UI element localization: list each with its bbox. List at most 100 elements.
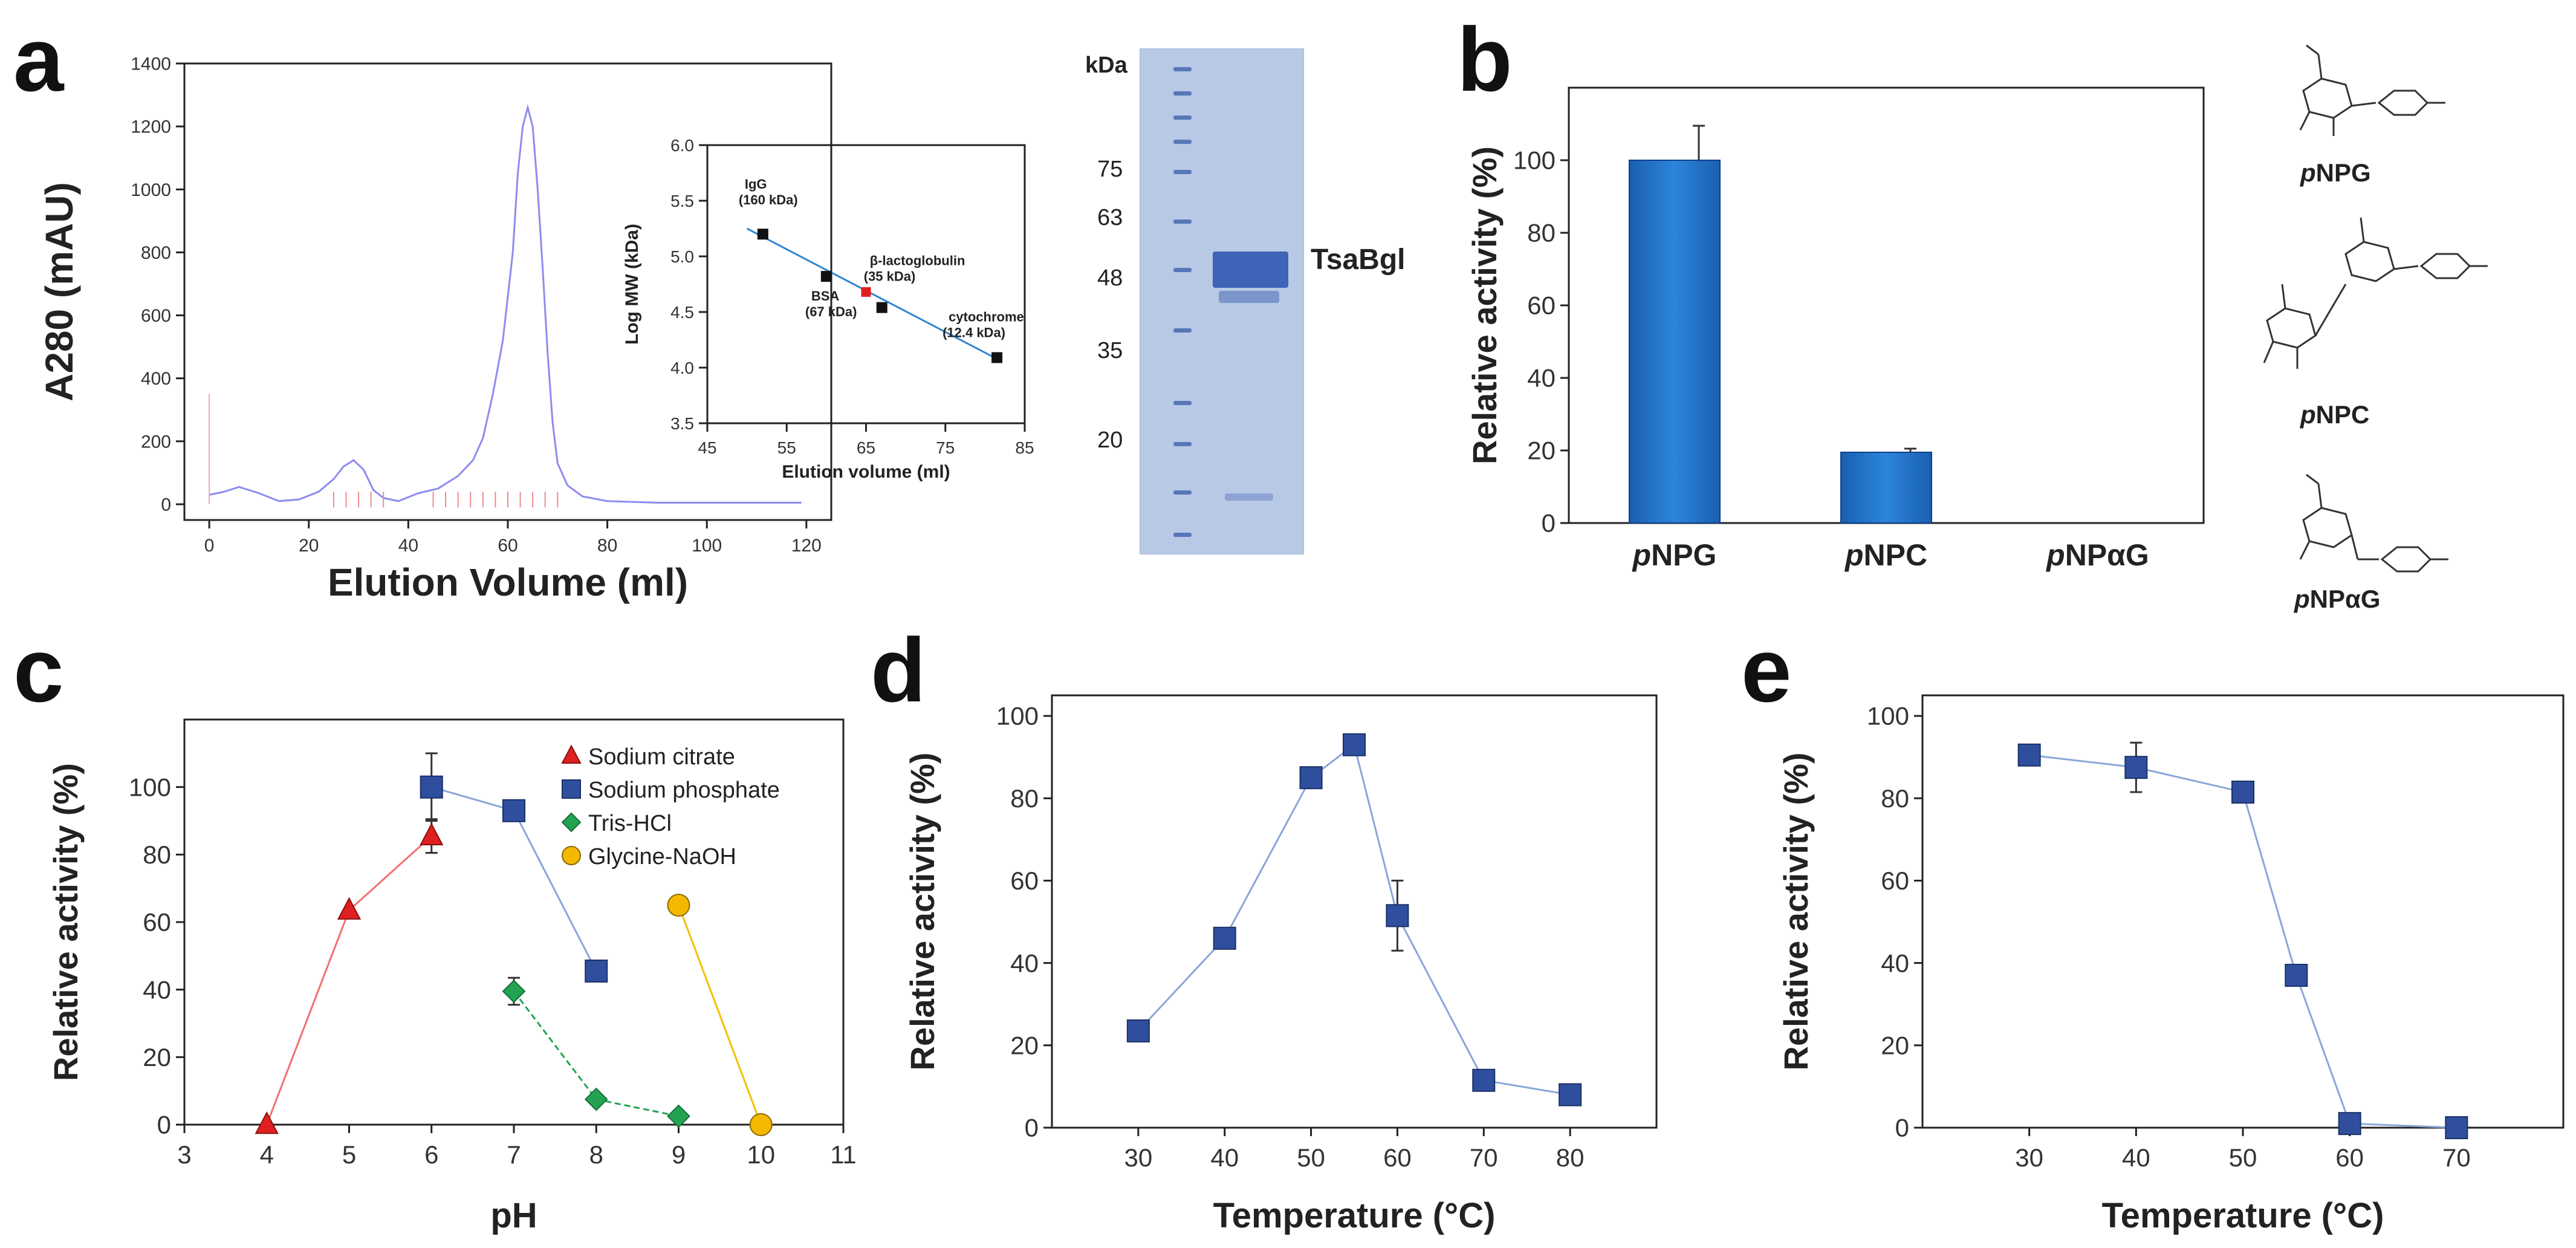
thermostability-chart-data-point [2338, 1112, 2361, 1136]
calibration-standard-sublabel: (12.4 kDa) [942, 325, 1005, 340]
thermostability-chart-x-tick-label: 70 [2442, 1143, 2471, 1172]
ph-chart-x-tick-label: 11 [830, 1140, 857, 1169]
temperature-optimum-chart-data-point [1126, 1019, 1150, 1042]
ph-chart-y-tick-label: 80 [143, 840, 171, 869]
ph-chart-y-label: Relative activity (%) [47, 763, 85, 1081]
calibration-standard-sublabel: (67 kDa) [805, 304, 857, 319]
chromatogram-y-tick-label: 400 [141, 369, 171, 389]
ladder-band [1173, 91, 1192, 96]
chromatogram-y-tick-label: 200 [141, 432, 171, 452]
thermostability-chart-data-point [2285, 964, 2308, 987]
temperature-optimum-chart-series-line [1137, 743, 1571, 1096]
temperature-optimum-chart-y-tick-label: 80 [1010, 784, 1039, 813]
substrate-bar [1629, 160, 1721, 524]
ladder-band [1173, 268, 1192, 272]
ph-chart-data-point [502, 980, 526, 1003]
ph-chart-y-tick-label: 20 [143, 1043, 171, 1071]
temperature-optimum-chart-x-tick-label: 70 [1470, 1143, 1498, 1172]
calibration-x-tick-label: 75 [936, 438, 955, 457]
gel-marker-20: 20 [1097, 427, 1123, 453]
calibration-standard-sublabel: (160 kDa) [739, 192, 798, 207]
thermostability-chart-y-tick-label: 80 [1881, 784, 1909, 813]
substrate-chart-y-tick-label: 0 [1542, 509, 1556, 538]
calibration-y-tick-label: 6.0 [670, 136, 694, 155]
glucoside-structure-icon [2299, 44, 2445, 136]
calibration-standard-label: IgG [745, 177, 767, 192]
calibration-standard-point [876, 302, 887, 313]
thermostability-chart-y-label: Relative activity (%) [1777, 753, 1815, 1071]
structure-label-pnpag: pNPαG [2294, 585, 2381, 613]
temperature-optimum-chart-x-tick-label: 80 [1556, 1143, 1585, 1172]
chromatogram-y-tick-label: 0 [161, 495, 171, 515]
chromatogram-y-label: A280 (mAU) [37, 182, 81, 401]
thermostability-chart-x-tick-label: 30 [2015, 1143, 2043, 1172]
temperature-optimum-chart-x-tick-label: 50 [1297, 1143, 1325, 1172]
thermostability-chart-data-point [2124, 756, 2148, 779]
calibration-y-tick-label: 5.0 [670, 247, 694, 266]
protein-band-smear [1219, 291, 1279, 303]
protein-band-minor [1225, 493, 1273, 501]
ph-chart-x-tick-label: 5 [342, 1140, 356, 1169]
thermostability-chart-x-tick-label: 40 [2122, 1143, 2150, 1172]
ph-chart-data-point [420, 822, 444, 846]
thermostability-chart-data-point [2445, 1116, 2468, 1139]
calibration-x-tick-label: 65 [857, 438, 875, 457]
gel-unit-label: kDa [1085, 53, 1128, 78]
chromatogram-x-tick-label: 0 [204, 536, 215, 556]
structure-label-pnpg: pNPG [2300, 158, 2371, 187]
ladder-band [1173, 67, 1192, 71]
calibration-x-tick-label: 55 [777, 438, 796, 457]
calibration-x-tick-label: 85 [1015, 438, 1034, 457]
ph-chart-x-tick-label: 3 [177, 1140, 191, 1169]
ph-chart-x-tick-label: 9 [672, 1140, 686, 1169]
temperature-optimum-chart-data-point [1472, 1068, 1496, 1092]
ph-chart-x-tick-label: 10 [747, 1140, 775, 1169]
ladder-band [1173, 170, 1192, 174]
substrate-y-label: Relative activity (%) [1465, 146, 1504, 464]
temperature-optimum-chart-x-tick-label: 60 [1383, 1143, 1412, 1172]
substrate-category-label: pNPG [1632, 538, 1717, 572]
temperature-optimum-chart-x-label: Temperature (°C) [1213, 1196, 1496, 1235]
ph-chart-data-point [420, 775, 443, 799]
substrate-chart-y-tick-label: 100 [1513, 146, 1556, 175]
calibration-y-tick-label: 5.5 [670, 192, 694, 210]
calibration-y-tick-label: 4.5 [670, 303, 694, 322]
temperature-optimum-chart-data-point [1213, 926, 1236, 950]
chromatogram-x-tick-label: 120 [791, 536, 822, 556]
ladder-band [1173, 115, 1192, 120]
ph-chart-y-tick-label: 40 [143, 975, 171, 1004]
temperature-optimum-chart-y-tick-label: 40 [1010, 949, 1039, 977]
ph-chart-x-tick-label: 6 [424, 1140, 438, 1169]
ladder-band [1173, 533, 1192, 537]
calibration-standard-label: β-lactoglobulin [870, 253, 965, 268]
chromatogram-x-tick-label: 80 [597, 536, 617, 556]
temperature-optimum-chart-x-tick-label: 30 [1124, 1143, 1152, 1172]
thermostability-chart-data-point [2231, 781, 2254, 804]
substrate-chart-y-tick-label: 80 [1527, 219, 1556, 247]
panel-letter-c: c [13, 619, 63, 721]
ph-chart-data-point [749, 1113, 773, 1136]
panel-letter-a: a [13, 8, 65, 110]
temperature-optimum-chart-frame [1051, 694, 1658, 1129]
thermostability-chart-y-tick-label: 0 [1895, 1114, 1909, 1142]
ladder-band [1173, 140, 1192, 144]
gel-marker-48: 48 [1097, 265, 1123, 291]
thermostability-chart-y-tick-label: 100 [1867, 702, 1909, 730]
ph-legend-label: Tris-HCl [588, 811, 672, 836]
ph-chart-x-tick-label: 7 [507, 1140, 521, 1169]
alpha-glucoside-structure-icon [2299, 473, 2448, 573]
thermostability-chart-x-tick-label: 60 [2335, 1143, 2364, 1172]
temperature-optimum-chart-data-point [1343, 733, 1366, 756]
calibration-y-label: Log MW (kDa) [622, 224, 642, 345]
calibration-sample-point [861, 287, 871, 297]
ph-chart-data-point [584, 1087, 608, 1111]
ph-chart-series-line [265, 835, 432, 1125]
calibration-fit-line [746, 227, 1002, 362]
chromatogram-x-tick-label: 100 [692, 536, 722, 556]
ph-chart-data-point [337, 897, 362, 920]
substrate-category-label: pNPαG [2045, 538, 2149, 572]
cellobioside-structure-icon [2263, 217, 2488, 369]
calibration-standard-point [757, 229, 768, 240]
